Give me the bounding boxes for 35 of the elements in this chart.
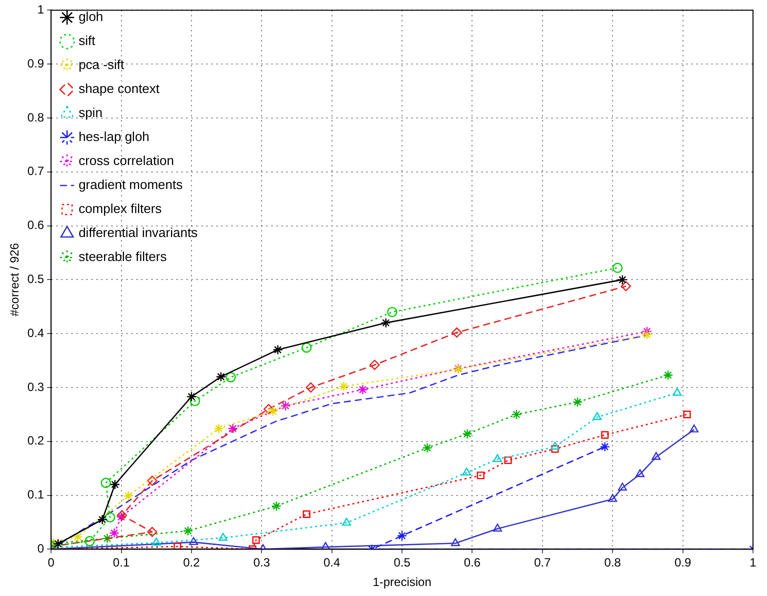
legend-label: hes-lap gloh [78,129,150,144]
x-tick-label: 0.6 [464,556,481,570]
x-tick-label: 1 [750,556,757,570]
x-tick-label: 0.1 [112,556,130,570]
x-tick-label: 0.9 [674,556,692,570]
x-tick-label: 0.3 [253,556,270,570]
legend-label: spin [78,105,102,120]
x-tick-label: 0.2 [183,556,200,570]
y-tick-label: 0.1 [27,488,44,502]
y-tick-label: 0.8 [27,110,44,124]
x-axis-title: 1-precision [372,575,432,590]
y-tick-label: 0.9 [27,56,44,70]
x-tick-label: 0 [48,556,55,570]
y-tick-label: 0.6 [27,218,44,232]
legend-label: gradient moments [78,177,184,192]
x-tick-label: 0.5 [394,556,411,570]
legend-label: differential invariants [78,225,198,240]
legend-label: sift [78,33,96,48]
legend-label: steerable filters [78,249,168,264]
y-tick-label: 0 [37,542,44,556]
legend-label: shape context [78,81,160,96]
y-tick-label: 0.2 [27,434,44,448]
legend-label: complex filters [78,201,162,216]
legend-label: pca -sift [78,57,124,72]
y-tick-label: 0.4 [27,326,44,340]
y-tick-label: 0.5 [27,272,44,286]
y-tick-label: 1 [37,2,44,17]
y-axis-title: #correct / 926 [8,242,22,316]
x-tick-label: 0.8 [604,556,622,570]
legend-label: cross correlation [78,153,174,168]
legend-label: gloh [78,9,104,24]
y-tick-label: 0.3 [27,380,44,394]
x-tick-label: 0.4 [324,556,341,570]
x-tick-label: 0.7 [534,556,552,570]
y-tick-label: 0.7 [27,164,44,178]
